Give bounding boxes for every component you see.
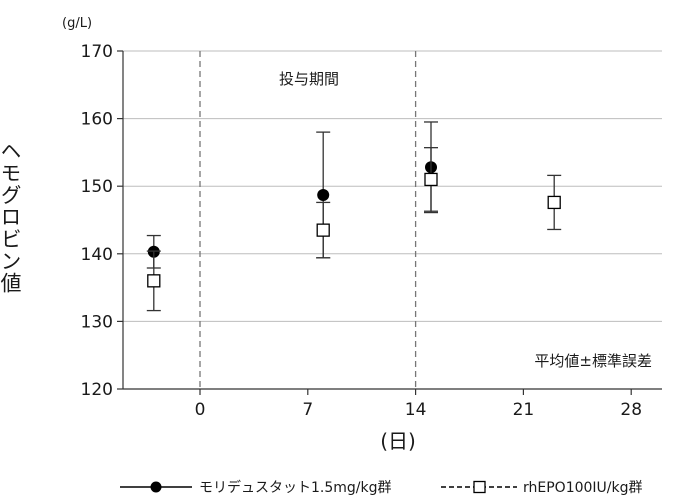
x-tick-labels: 0 7 14 21 28 — [195, 389, 642, 420]
legend-label-moridustat: モリデュスタット1.5mg/kg群 — [199, 479, 392, 496]
data-point — [147, 274, 161, 288]
y-tick-label: 170 — [81, 42, 113, 62]
data-point — [547, 195, 561, 210]
y-tick-label: 130 — [81, 312, 113, 332]
x-tick-label: 21 — [513, 400, 535, 420]
axes — [122, 51, 662, 390]
legend-marker-open-square — [473, 480, 486, 494]
grid-lines — [123, 50, 662, 322]
series-moridustat — [146, 121, 438, 269]
data-point — [316, 223, 330, 237]
data-point — [424, 172, 438, 187]
y-tick-label: 120 — [81, 380, 113, 400]
legend-item-moridustat: モリデュスタット1.5mg/kg群 — [120, 479, 392, 496]
legend: モリデュスタット1.5mg/kg群 rhEPO100IU/kg群 — [120, 479, 643, 496]
data-point — [317, 188, 330, 201]
series-rhepo — [146, 147, 562, 312]
x-tick-label: 28 — [620, 400, 642, 420]
legend-item-rhepo: rhEPO100IU/kg群 — [441, 480, 643, 496]
y-tick-label: 160 — [81, 110, 113, 130]
legend-marker-filled-circle — [150, 481, 162, 493]
dosing-period-lines — [199, 51, 417, 389]
data-series — [146, 121, 562, 312]
legend-label-rhepo: rhEPO100IU/kg群 — [523, 480, 643, 496]
x-axis-title: (日) — [380, 429, 416, 453]
y-tick-labels: 120 130 140 150 160 170 — [81, 42, 123, 400]
y-unit-label: (g/L) — [62, 16, 92, 31]
x-tick-label: 0 — [195, 400, 206, 420]
y-tick-label: 140 — [81, 245, 113, 265]
dosing-period-label: 投与期間 — [279, 70, 339, 88]
y-tick-label: 150 — [81, 177, 113, 197]
error-note: 平均値±標準誤差 — [534, 352, 652, 370]
x-tick-label: 7 — [302, 400, 313, 420]
x-tick-label: 14 — [405, 400, 427, 420]
y-axis-title: ヘモグロビン値 — [0, 140, 22, 294]
